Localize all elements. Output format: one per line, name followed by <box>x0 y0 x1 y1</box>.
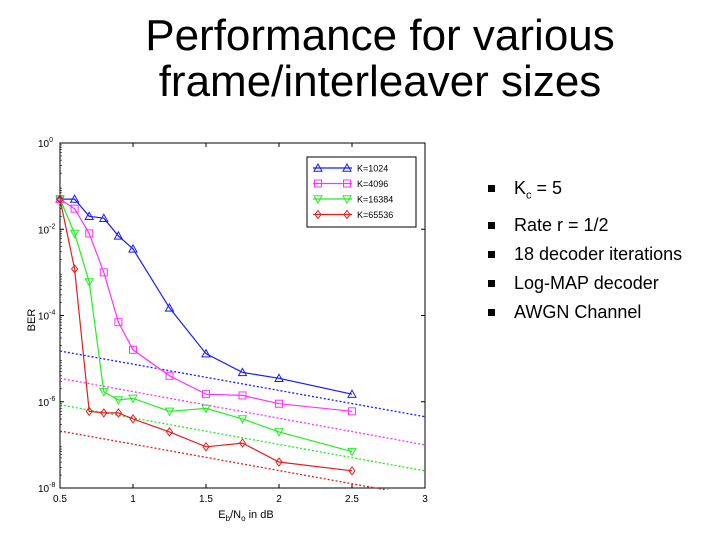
bullet-item: Rate r = 1/2 <box>488 211 682 240</box>
bullet-list: Kc = 5 Rate r = 1/2 18 decoder iteration… <box>488 174 682 327</box>
legend-marker <box>343 209 351 220</box>
data-point <box>70 264 79 274</box>
y-tick-label: 10-2 <box>38 223 55 236</box>
data-point <box>84 211 95 220</box>
data-point <box>85 406 93 417</box>
data-point <box>114 318 123 327</box>
data-point <box>114 408 123 418</box>
legend-marker <box>314 179 322 188</box>
y-tick-label: 10-8 <box>38 482 55 495</box>
bound-lines <box>59 350 426 490</box>
series-line <box>59 198 353 472</box>
slide-title-line-2: frame/interleaver sizes <box>158 57 602 106</box>
series-line <box>60 198 353 395</box>
legend: K=1024 K=4096 K=16384 K=65536 <box>306 156 417 228</box>
bullet-item: AWGN Channel <box>488 298 682 327</box>
x-tick-label: 1.5 <box>199 494 213 505</box>
bound-line <box>59 377 426 446</box>
bullet-item: 18 decoder iterations <box>488 240 682 269</box>
bullet-square-icon <box>488 279 495 287</box>
data-point <box>98 213 109 222</box>
axes: 0.5 1 1.5 2 2.5 3 100 10-2 10-4 10-6 10-8 <box>38 137 428 505</box>
data-point <box>275 399 283 408</box>
bullet-square-icon <box>488 308 495 316</box>
data-point <box>85 229 94 238</box>
data-point <box>128 243 138 253</box>
y-tick-label: 100 <box>38 137 53 150</box>
series-lines <box>55 194 357 476</box>
data-point <box>113 230 124 240</box>
data-point <box>165 371 174 380</box>
legend-label: K=1024 <box>357 164 388 174</box>
data-point <box>202 442 210 452</box>
x-tick-label: 2 <box>276 494 282 505</box>
bullet-square-icon <box>488 185 495 192</box>
bound-line <box>59 350 426 418</box>
slide-title-line-1: Performance for various <box>145 11 615 60</box>
data-point <box>164 302 175 312</box>
data-point <box>348 407 356 416</box>
data-point <box>99 268 108 277</box>
series-line <box>59 198 353 412</box>
x-tick-label: 2.5 <box>345 494 359 505</box>
data-point <box>348 466 356 476</box>
x-tick-label: 1 <box>130 494 136 505</box>
data-point <box>275 457 283 467</box>
data-point <box>128 394 138 404</box>
legend-marker <box>343 179 351 188</box>
data-point <box>202 390 210 399</box>
legend-label: K=16384 <box>357 195 393 205</box>
y-axis-label: BER <box>26 309 38 332</box>
data-point <box>237 415 248 424</box>
bound-line <box>59 404 426 472</box>
data-point <box>98 388 109 397</box>
data-point <box>237 367 248 377</box>
data-point <box>347 389 357 398</box>
y-tick-label: 10-4 <box>38 310 55 323</box>
data-point <box>56 194 64 204</box>
bullet-square-icon <box>488 221 495 229</box>
data-point <box>84 278 95 287</box>
data-point <box>238 391 247 400</box>
data-point <box>347 447 357 457</box>
legend-box <box>306 156 417 228</box>
x-tick-label: 0.5 <box>53 494 67 505</box>
data-point <box>274 373 284 382</box>
data-point <box>129 345 137 354</box>
data-point <box>165 427 174 437</box>
data-point <box>69 194 80 203</box>
series-line <box>59 198 353 453</box>
data-point <box>100 408 108 418</box>
x-tick-label: 3 <box>422 494 428 505</box>
data-point <box>164 407 175 417</box>
data-point <box>69 229 80 239</box>
legend-label: K=65536 <box>357 210 393 220</box>
data-point <box>70 204 79 213</box>
data-point <box>201 404 211 414</box>
legend-label: K=4096 <box>357 179 388 189</box>
legend-marker <box>342 195 352 205</box>
data-point <box>129 414 137 424</box>
data-point <box>113 396 124 405</box>
bullet-item: Kc = 5 <box>488 174 682 211</box>
legend-marker <box>314 209 322 220</box>
y-tick-label: 10-6 <box>38 396 55 409</box>
legend-marker <box>313 162 323 172</box>
bullet-item: Log-MAP decoder <box>488 269 682 298</box>
data-point <box>238 438 247 448</box>
bullet-square-icon <box>488 250 495 258</box>
bound-line <box>59 430 391 490</box>
x-axis-label: Eb/No in dB <box>218 509 273 523</box>
legend-marker <box>342 162 352 172</box>
data-point <box>201 348 211 358</box>
data-point <box>274 428 284 437</box>
legend-marker <box>313 195 323 205</box>
